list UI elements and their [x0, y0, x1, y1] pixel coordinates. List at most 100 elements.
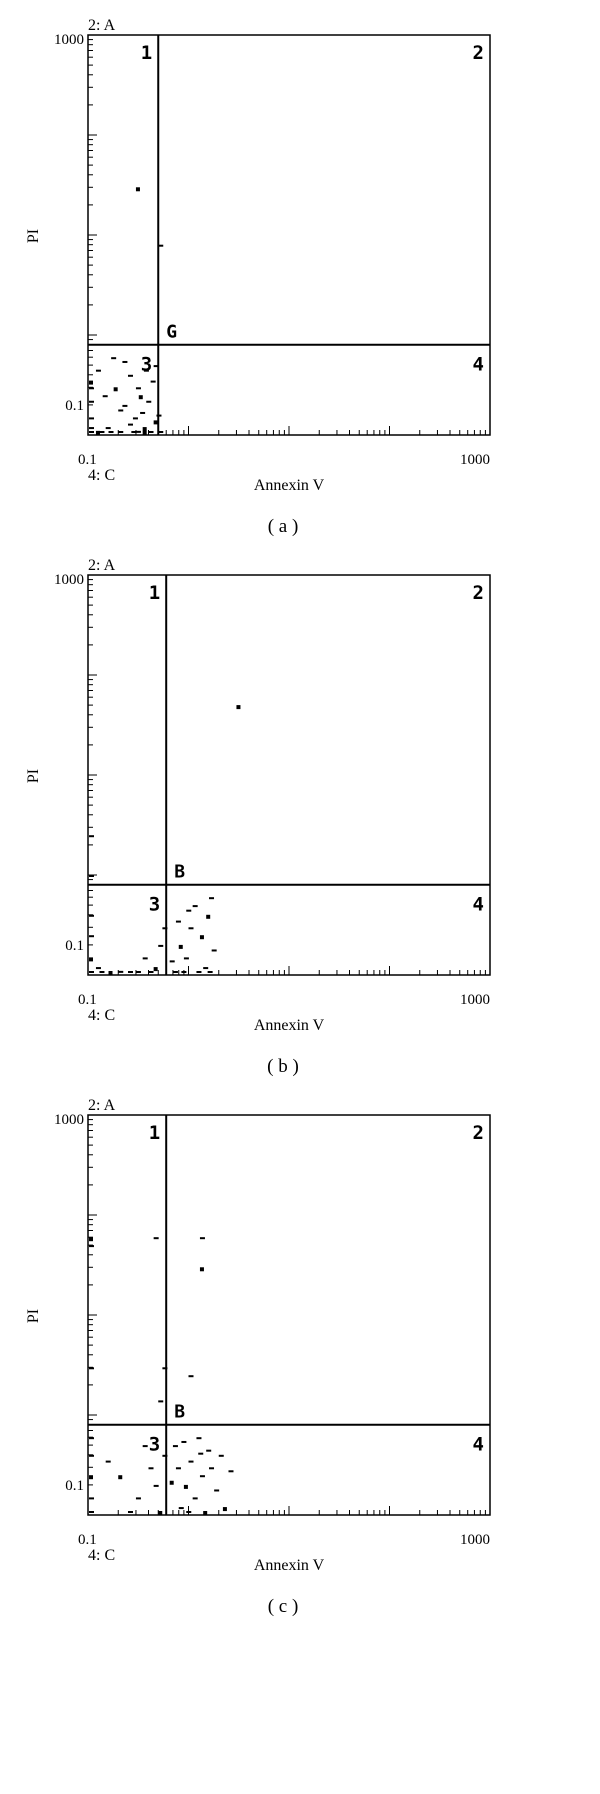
quadrant-label-4: 4 [473, 354, 484, 376]
event-point [89, 835, 94, 838]
event-point [122, 360, 128, 363]
event-point [89, 1511, 94, 1513]
event-point [108, 431, 114, 433]
event-point [89, 380, 93, 385]
event-point [89, 1245, 94, 1248]
event-point [111, 357, 117, 360]
event-point [127, 423, 133, 426]
event-point [95, 369, 101, 372]
event-point [218, 1454, 224, 1457]
event-point [192, 1497, 198, 1500]
event-point [118, 431, 124, 433]
corner-label-bottom-left: 4: C [88, 1007, 115, 1024]
event-point [89, 957, 93, 962]
event-point [89, 914, 94, 917]
y-axis-title: PI [25, 1309, 42, 1323]
event-point [89, 1454, 94, 1457]
corner-label-top-left: 2: A [88, 1097, 116, 1114]
event-point [162, 927, 168, 930]
event-point [89, 971, 94, 973]
y-tick-label-max: 1000 [54, 32, 84, 48]
event-point [207, 971, 213, 973]
event-point [172, 1445, 178, 1448]
event-point [181, 1440, 187, 1443]
event-point [132, 417, 138, 420]
event-point [153, 365, 159, 368]
event-point [89, 400, 94, 403]
quadrant-label-3: 3 [149, 1434, 160, 1456]
event-point [142, 957, 148, 960]
quadrant-label-4: 4 [473, 894, 484, 916]
event-point [172, 971, 178, 973]
event-point [89, 1437, 94, 1440]
event-point [105, 1460, 111, 1463]
event-point [158, 1400, 164, 1403]
y-axis-title: PI [25, 769, 42, 783]
quadrant-label-2: 2 [473, 582, 484, 604]
event-point [113, 387, 118, 392]
event-point [211, 949, 217, 952]
event-point [178, 944, 183, 949]
event-point [188, 927, 194, 930]
event-point [198, 1452, 204, 1455]
x-axis-title: Annexin V [254, 1017, 325, 1034]
event-point [203, 1511, 208, 1515]
event-point [222, 1507, 227, 1512]
y-tick-label-min: 0.1 [65, 938, 84, 954]
x-tick-label-max: 1000 [460, 452, 490, 468]
event-point [138, 395, 143, 400]
event-point [153, 1484, 159, 1487]
event-point [135, 971, 141, 973]
y-tick-label-max: 1000 [54, 572, 84, 588]
quadrant-label-2: 2 [473, 42, 484, 64]
event-point [196, 1437, 202, 1440]
event-point [214, 1489, 220, 1492]
event-point [89, 387, 94, 390]
event-point [142, 431, 147, 435]
event-point [236, 705, 241, 710]
event-point [153, 1237, 159, 1240]
corner-label-top-left: 2: A [88, 17, 116, 34]
x-tick-label-max: 1000 [460, 992, 490, 1008]
event-point [127, 971, 133, 973]
x-axis-title: Annexin V [254, 477, 325, 494]
event-point [99, 971, 105, 973]
x-tick-label-min: 0.1 [78, 452, 97, 468]
event-point [148, 971, 154, 973]
event-point [162, 1367, 168, 1370]
event-point [196, 971, 202, 973]
event-point [89, 417, 94, 420]
event-point [105, 427, 111, 430]
event-point [169, 1480, 174, 1485]
event-point [199, 1237, 205, 1240]
quadrant-label-3: 3 [149, 894, 160, 916]
event-point [127, 374, 133, 377]
event-point [118, 970, 124, 973]
event-point [127, 1511, 133, 1513]
event-point [192, 905, 198, 908]
event-point [102, 395, 108, 398]
y-axis-title: PI [25, 229, 42, 243]
flow-cytometry-panel-1: 1 2 3 4 G 2: A 4: C 1000 0.1 0.1 1000 Annexin V PI ( … [25, 17, 491, 537]
event-point [89, 427, 94, 430]
x-tick-label-max: 1000 [460, 1532, 490, 1548]
event-point [188, 1375, 194, 1378]
event-point [153, 420, 158, 425]
event-point [89, 1497, 94, 1500]
event-point [156, 414, 162, 417]
event-point [89, 1367, 94, 1370]
panel-caption: ( b ) [267, 1056, 299, 1077]
event-point [131, 431, 137, 433]
flow-cytometry-panel-3: 1 2 3 4 B 2: A 4: C 1000 0.1 0.1 1000 Annexin V PI ( … [25, 1097, 491, 1617]
event-point [178, 1507, 184, 1510]
corner-label-top-left: 2: A [88, 557, 116, 574]
event-point [153, 967, 158, 972]
event-point [181, 971, 187, 973]
gate-label: B [174, 862, 185, 883]
event-point [183, 957, 189, 960]
x-axis-title: Annexin V [254, 1557, 325, 1574]
event-point [148, 431, 154, 433]
quadrant-label-2: 2 [473, 1122, 484, 1144]
event-point [140, 411, 146, 414]
event-point [89, 1237, 93, 1242]
